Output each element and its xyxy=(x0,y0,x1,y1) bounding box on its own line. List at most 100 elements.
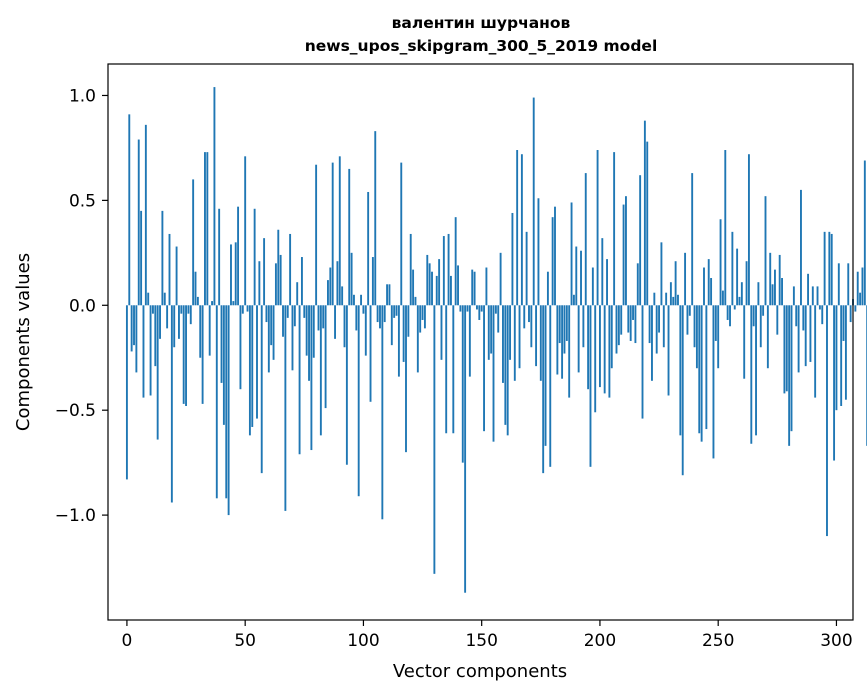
bar xyxy=(577,305,580,373)
bar xyxy=(305,305,308,356)
bar xyxy=(360,294,363,306)
bar xyxy=(161,210,164,306)
bar xyxy=(594,305,597,413)
bar xyxy=(225,305,228,499)
bar xyxy=(428,263,431,306)
bar xyxy=(530,305,533,348)
bar xyxy=(395,305,398,316)
bar xyxy=(135,305,138,373)
bar xyxy=(267,305,270,373)
bar xyxy=(726,305,729,320)
bar xyxy=(712,305,715,459)
bar xyxy=(461,305,464,463)
bar xyxy=(627,305,630,333)
bar xyxy=(665,292,668,306)
bar xyxy=(752,305,755,327)
bar xyxy=(587,305,590,390)
bar xyxy=(695,305,698,369)
bar xyxy=(421,305,424,320)
y-tick-label: 1.0 xyxy=(69,86,96,106)
bar xyxy=(854,305,857,312)
bar xyxy=(781,278,783,306)
bar xyxy=(783,305,786,394)
bar xyxy=(447,233,450,306)
bar xyxy=(213,87,216,306)
y-axis-ticks: −1.0 −0.5 0.0 0.5 1.0 xyxy=(55,86,108,526)
bar xyxy=(222,305,225,425)
bar xyxy=(539,305,542,381)
bar xyxy=(487,305,490,360)
bar xyxy=(142,305,145,398)
bar xyxy=(147,292,150,306)
bar xyxy=(823,231,826,306)
bar xyxy=(842,305,845,341)
bar xyxy=(807,273,810,306)
bar xyxy=(762,305,765,316)
bar xyxy=(476,305,478,310)
bar xyxy=(705,305,708,430)
bar xyxy=(679,305,682,436)
bar xyxy=(274,263,277,306)
bar xyxy=(272,305,275,360)
bar xyxy=(199,305,202,358)
x-axis-ticks: 0 50 100 150 200 250 300 xyxy=(122,620,853,651)
bar xyxy=(431,271,433,306)
bar xyxy=(260,305,263,474)
bar xyxy=(736,248,739,306)
bar xyxy=(151,305,154,314)
bar xyxy=(170,305,173,503)
bar xyxy=(674,261,677,306)
bar xyxy=(601,238,604,306)
bar xyxy=(468,305,471,377)
bar xyxy=(270,305,273,346)
bar xyxy=(653,292,656,306)
bar xyxy=(677,294,679,306)
bar xyxy=(379,305,381,329)
bar xyxy=(442,236,445,306)
bar xyxy=(407,305,410,337)
bar xyxy=(703,267,705,306)
bar xyxy=(192,179,195,306)
bar xyxy=(156,305,159,440)
bar xyxy=(603,305,606,394)
bar xyxy=(622,204,625,306)
bar xyxy=(383,305,386,323)
bar xyxy=(802,305,805,331)
bar xyxy=(658,305,661,333)
bar xyxy=(523,305,526,329)
bar xyxy=(412,269,415,306)
bar xyxy=(837,263,840,306)
bar xyxy=(634,305,637,344)
bar xyxy=(220,305,223,383)
bar xyxy=(208,305,211,356)
bar xyxy=(814,305,817,398)
bar xyxy=(667,305,670,396)
bar xyxy=(345,305,348,465)
chart-title-line2: news_upos_skipgram_300_5_2019 model xyxy=(305,37,658,55)
x-tick-label: 50 xyxy=(234,631,256,651)
bar xyxy=(317,305,320,331)
bar xyxy=(598,305,601,388)
bar xyxy=(516,150,519,306)
bar xyxy=(485,267,488,306)
bar xyxy=(497,305,500,333)
bar xyxy=(542,305,545,474)
bar xyxy=(835,305,838,411)
bar xyxy=(608,305,611,398)
bar xyxy=(154,305,157,367)
bar xyxy=(584,173,587,306)
bar xyxy=(227,305,230,516)
bar xyxy=(397,305,400,377)
bar xyxy=(457,265,459,306)
bar xyxy=(296,282,299,306)
bar xyxy=(282,305,284,337)
bar xyxy=(452,305,455,434)
bar xyxy=(125,305,128,480)
bar xyxy=(655,305,658,354)
bar xyxy=(714,305,717,341)
bar xyxy=(416,305,419,373)
bar xyxy=(707,259,710,306)
bar xyxy=(570,202,573,306)
bar xyxy=(804,305,807,367)
bar xyxy=(419,305,422,333)
